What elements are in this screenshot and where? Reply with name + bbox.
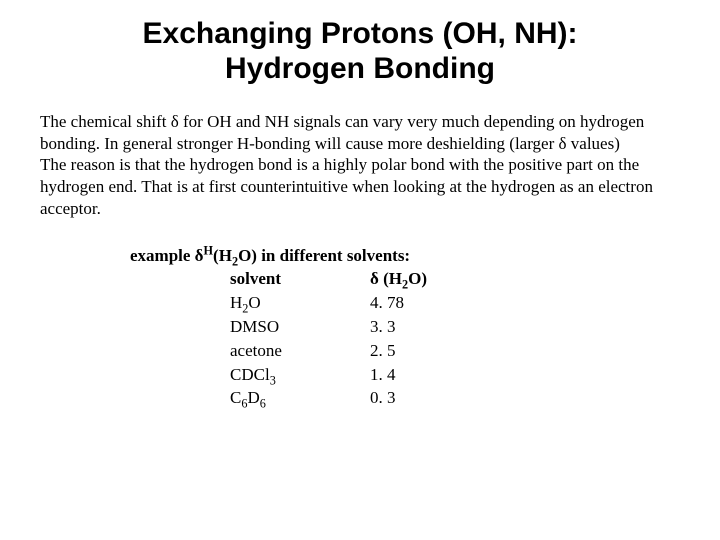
table-row: H2O4. 78: [230, 291, 680, 315]
table-row: C6D60. 3: [230, 386, 680, 410]
solvent-cell: H2O: [230, 291, 370, 315]
value-cell: 1. 4: [370, 363, 490, 387]
header-solvent: solvent: [230, 267, 370, 291]
example-sup: H: [204, 243, 214, 257]
slide-title: Exchanging Protons (OH, NH): Hydrogen Bo…: [40, 16, 680, 87]
value-cell: 4. 78: [370, 291, 490, 315]
example-header: example δH(H2O) in different solvents:: [130, 244, 680, 268]
solvent-table: solvent δ (H2O) H2O4. 78DMSO3. 3acetone2…: [230, 267, 680, 410]
value-cell: 2. 5: [370, 339, 490, 363]
table-header-row: solvent δ (H2O): [230, 267, 680, 291]
solvent-cell: C6D6: [230, 386, 370, 410]
header-value: δ (H2O): [370, 267, 490, 291]
value-cell: 0. 3: [370, 386, 490, 410]
example-suffix: O) in different solvents:: [238, 246, 410, 265]
solvent-cell: DMSO: [230, 315, 370, 339]
table-row: DMSO3. 3: [230, 315, 680, 339]
example-prefix: example δ: [130, 246, 204, 265]
slide-container: Exchanging Protons (OH, NH): Hydrogen Bo…: [0, 0, 720, 430]
solvent-cell: acetone: [230, 339, 370, 363]
title-line-1: Exchanging Protons (OH, NH):: [143, 17, 578, 50]
value-cell: 3. 3: [370, 315, 490, 339]
table-row: acetone2. 5: [230, 339, 680, 363]
example-block: example δH(H2O) in different solvents: s…: [130, 244, 680, 411]
example-mid: (H: [213, 246, 232, 265]
title-line-2: Hydrogen Bonding: [225, 52, 495, 85]
body-paragraph: The chemical shift δ for OH and NH signa…: [40, 111, 680, 220]
table-row: CDCl31. 4: [230, 363, 680, 387]
solvent-cell: CDCl3: [230, 363, 370, 387]
